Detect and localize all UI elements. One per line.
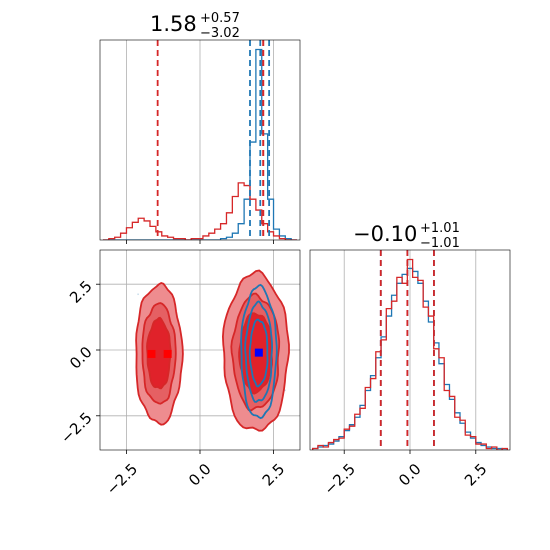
panel-top-left-histogram: 1.58 +0.57 −3.02 xyxy=(99,11,301,244)
x-tick-label: 2.5 xyxy=(461,460,491,490)
contour-line-blue xyxy=(240,283,278,420)
contour-line-blue xyxy=(244,300,274,403)
panel-title-upper: +0.57 xyxy=(200,11,240,26)
y-tick-label: −2.5 xyxy=(57,409,95,447)
panel-title: −0.10 xyxy=(353,222,417,246)
peak-marker-blue xyxy=(254,348,263,357)
x-tick-label: 0.0 xyxy=(185,460,215,490)
peak-marker-red xyxy=(163,349,172,358)
panel-bottom-left-contour: −2.5 0.0 2.5 −2.5 0.0 2.5 xyxy=(57,249,301,499)
sample-point xyxy=(284,389,286,392)
panel-title-upper: +1.01 xyxy=(420,221,460,236)
x-tick-label: −2.5 xyxy=(320,460,358,498)
panel-title: 1.58 xyxy=(150,12,197,36)
panel-bottom-right-histogram: −2.5 0.0 2.5 −0.10 +1.01 −1.01 xyxy=(309,221,511,499)
y-tick-label: 0.0 xyxy=(66,343,96,373)
panel-title-lower: −3.02 xyxy=(200,26,240,41)
contour-line-blue xyxy=(248,318,269,388)
x-tick-label: −2.5 xyxy=(103,460,141,498)
histogram-red xyxy=(102,182,298,240)
panel-title-lower: −1.01 xyxy=(420,236,460,251)
x-tick-label: 0.0 xyxy=(395,460,425,490)
x-tick-label: 2.5 xyxy=(259,460,289,490)
y-tick-label: 2.5 xyxy=(66,277,96,307)
sample-point xyxy=(137,293,139,296)
histogram-red xyxy=(311,258,509,450)
peak-marker-red xyxy=(147,349,156,358)
histogram-blue xyxy=(102,48,298,240)
